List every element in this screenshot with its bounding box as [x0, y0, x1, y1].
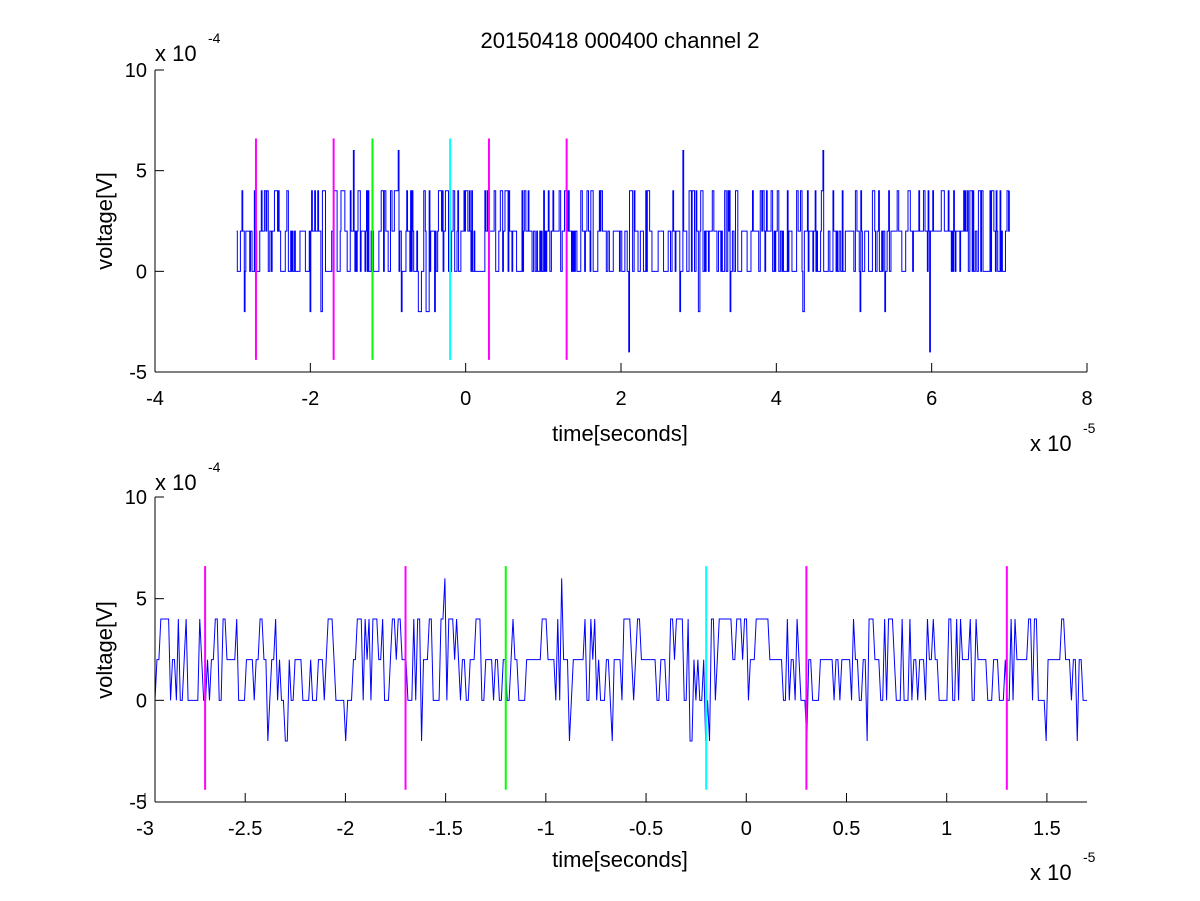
- top-y-tick-label-3: 10: [125, 60, 147, 82]
- bottom-signal-trace: [154, 578, 1087, 742]
- bottom-y-tick-label-2: 5: [136, 589, 147, 611]
- bottom-x-tick-label-1: -2.5: [228, 818, 262, 840]
- top-x-multiplier: x 10 -5: [1030, 420, 1096, 456]
- bottom-x-tick-label-9: 1.5: [1033, 818, 1061, 840]
- top-x-tick-label-5: 6: [926, 388, 937, 410]
- bottom-x-multiplier: x 10 -5: [1030, 849, 1096, 885]
- top-x-multiplier-base: x 10: [1030, 431, 1072, 456]
- bottom-y-tick-label-1: 0: [136, 690, 147, 712]
- top-ylabel: voltage[V]: [92, 172, 117, 270]
- bottom-y-tick-label-3: 10: [125, 487, 147, 509]
- bottom-x-tick-label-5: -0.5: [629, 818, 663, 840]
- bottom-x-tick-label-6: 0: [741, 818, 752, 840]
- top-y-multiplier-exp: -4: [208, 30, 221, 46]
- bottom-y-multiplier-base: x 10: [155, 470, 197, 495]
- top-x-tick-label-0: -4: [146, 388, 164, 410]
- top-x-tick-label-1: -2: [301, 388, 319, 410]
- bottom-x-tick-label-7: 0.5: [833, 818, 861, 840]
- top-y-tick-label-1: 0: [136, 261, 147, 283]
- top-xlabel: time[seconds]: [552, 421, 688, 446]
- bottom-x-tick-label-8: 1: [941, 818, 952, 840]
- top-x-tick-label-2: 0: [460, 388, 471, 410]
- top-y-tick-label-0: -5: [129, 362, 147, 384]
- top-y-tick-label-2: 5: [136, 161, 147, 183]
- bottom-y-tick-label-0: -5: [129, 792, 147, 814]
- top-x-tick-label-3: 2: [615, 388, 626, 410]
- bottom-ylabel: voltage[V]: [92, 601, 117, 699]
- top-x-tick-label-4: 4: [771, 388, 782, 410]
- bottom-y-multiplier-exp: -4: [208, 459, 221, 475]
- bottom-x-multiplier-exp: -5: [1083, 849, 1096, 865]
- top-signal-trace: [236, 150, 1010, 353]
- bottom-x-tick-label-2: -2: [337, 818, 355, 840]
- bottom-x-tick-label-4: -1: [537, 818, 555, 840]
- bottom-y-multiplier: x 10 -4: [155, 459, 221, 495]
- top-x-tick-label-6: 8: [1081, 388, 1092, 410]
- top-axes: voltage[V] time[seconds] x 10 -4 x 10 -5…: [92, 30, 1096, 456]
- figure-title: 20150418 000400 channel 2: [481, 28, 760, 53]
- bottom-xlabel: time[seconds]: [552, 847, 688, 872]
- top-y-multiplier: x 10 -4: [155, 30, 221, 66]
- bottom-axes: voltage[V] time[seconds] x 10 -4 x 10 -5…: [92, 459, 1096, 885]
- bottom-x-multiplier-base: x 10: [1030, 860, 1072, 885]
- top-y-multiplier-base: x 10: [155, 41, 197, 66]
- bottom-x-tick-label-3: -1.5: [428, 818, 462, 840]
- bottom-x-tick-label-0: -3: [136, 818, 154, 840]
- top-x-multiplier-exp: -5: [1083, 420, 1096, 436]
